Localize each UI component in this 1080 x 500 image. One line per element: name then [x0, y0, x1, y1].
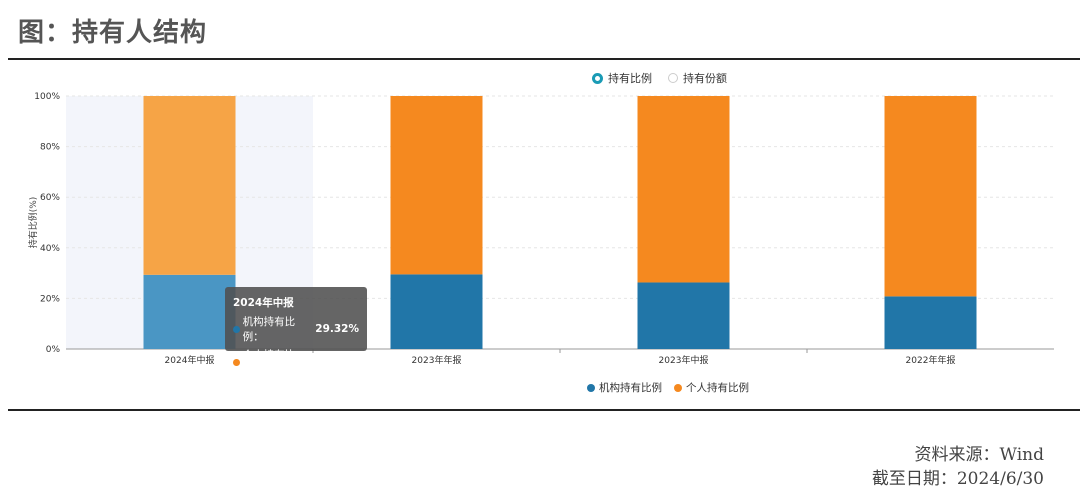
y-axis-label: 持有比例(%) [27, 197, 39, 249]
tooltip-row-institution: 机构持有比例： 29.32% [233, 314, 359, 344]
tooltip-row-individual: 个人持有比例： 70.68% [233, 347, 359, 377]
radio-selected-icon [592, 72, 603, 84]
tooltip-label-institution: 机构持有比例： [242, 316, 296, 343]
bottom-rule [8, 409, 1080, 411]
bar-institution [637, 282, 730, 349]
top-rule [8, 58, 1080, 60]
y-tick-label: 80% [40, 143, 60, 153]
tooltip-value-institution: 29.32% [315, 323, 359, 335]
bar-individual [390, 96, 483, 275]
bar-institution [390, 274, 483, 349]
bar-institution [884, 296, 977, 349]
legend-institution-dot-icon [587, 383, 595, 392]
chart-tooltip: 2024年中报 机构持有比例： 29.32% 个人持有比例： 70.68% [225, 287, 367, 376]
date-text: 截至日期：2024/6/30 [871, 469, 1044, 489]
toggle-holding-shares[interactable]: 持有份额 [668, 70, 727, 86]
legend-item-individual[interactable]: 个人持有比例 [674, 380, 749, 395]
y-tick-label: 40% [40, 244, 60, 254]
bar-individual [637, 96, 730, 283]
bar-institution [143, 274, 236, 349]
x-tick-label: 2023年中报 [659, 354, 709, 366]
y-tick-label: 100% [34, 92, 60, 102]
y-tick-label: 20% [40, 294, 60, 304]
toggle-holding-ratio[interactable]: 持有比例 [592, 70, 652, 86]
x-tick-label: 2022年年报 [906, 354, 956, 366]
individual-dot-icon [233, 358, 240, 366]
radio-unselected-icon [668, 73, 678, 83]
toggle-holding-ratio-label: 持有比例 [608, 72, 652, 85]
x-tick-label: 2024年中报 [165, 354, 215, 366]
institution-dot-icon [233, 325, 240, 333]
bar-individual [884, 96, 977, 297]
figure-title: 图：持有人结构 [18, 18, 208, 48]
tooltip-value-individual: 70.68% [315, 356, 359, 368]
legend-individual-dot-icon [674, 383, 682, 392]
chart-legend: 机构持有比例 个人持有比例 [587, 380, 749, 395]
y-tick-label: 0% [46, 345, 61, 355]
tooltip-title: 2024年中报 [233, 297, 294, 309]
legend-item-institution[interactable]: 机构持有比例 [587, 380, 662, 395]
legend-label-individual: 个人持有比例 [686, 382, 749, 394]
toggle-holding-shares-label: 持有份额 [683, 72, 727, 85]
tooltip-label-individual: 个人持有比例： [242, 349, 296, 376]
x-tick-label: 2023年年报 [412, 354, 462, 366]
holder-structure-chart: 0% 20% 40% 60% 80% 100% 持有比例(%) 2024年中报 2023年年报 2… [27, 92, 1054, 366]
source-text: 资料来源：Wind [914, 445, 1044, 465]
view-toggle-bar: 持有比例 持有份额 [592, 70, 727, 86]
y-tick-label: 60% [40, 193, 60, 203]
legend-label-institution: 机构持有比例 [599, 382, 662, 394]
bar-individual [143, 96, 236, 275]
